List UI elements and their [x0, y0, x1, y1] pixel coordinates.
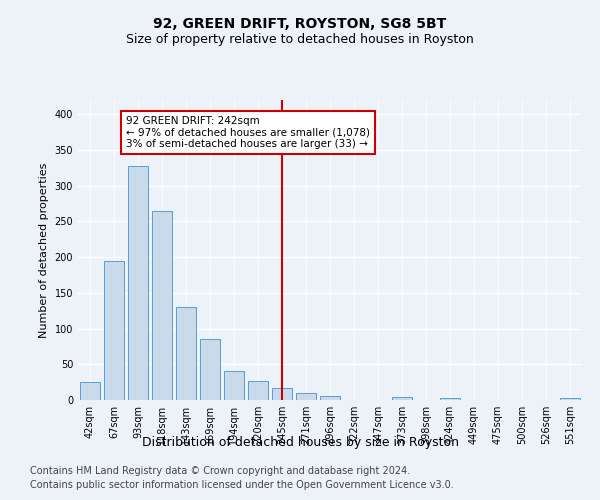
Bar: [560, 398, 580, 400]
Bar: [80, 382, 100, 400]
Bar: [320, 396, 340, 400]
Text: Contains public sector information licensed under the Open Government Licence v3: Contains public sector information licen…: [30, 480, 454, 490]
Bar: [128, 166, 148, 400]
Bar: [248, 380, 268, 400]
Text: 92, GREEN DRIFT, ROYSTON, SG8 5BT: 92, GREEN DRIFT, ROYSTON, SG8 5BT: [154, 18, 446, 32]
Bar: [176, 307, 196, 400]
Y-axis label: Number of detached properties: Number of detached properties: [39, 162, 49, 338]
Bar: [200, 338, 220, 400]
Bar: [152, 210, 172, 400]
Bar: [104, 260, 124, 400]
Bar: [296, 393, 316, 400]
Bar: [272, 388, 292, 400]
Text: Distribution of detached houses by size in Royston: Distribution of detached houses by size …: [142, 436, 458, 449]
Text: Contains HM Land Registry data © Crown copyright and database right 2024.: Contains HM Land Registry data © Crown c…: [30, 466, 410, 476]
Bar: [440, 398, 460, 400]
Bar: [392, 397, 412, 400]
Bar: [224, 372, 244, 400]
Text: 92 GREEN DRIFT: 242sqm
← 97% of detached houses are smaller (1,078)
3% of semi-d: 92 GREEN DRIFT: 242sqm ← 97% of detached…: [126, 116, 370, 149]
Text: Size of property relative to detached houses in Royston: Size of property relative to detached ho…: [126, 32, 474, 46]
